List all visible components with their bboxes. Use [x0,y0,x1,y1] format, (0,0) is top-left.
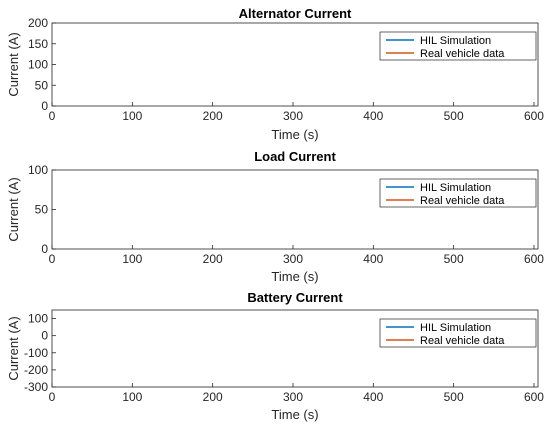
legend-label: Real vehicle data [420,195,505,207]
x-tick-label: 0 [49,390,56,404]
y-tick-label: -100 [24,346,48,360]
x-tick-label: 100 [122,252,142,266]
x-tick-label: 200 [203,109,223,123]
x-tick-label: 200 [203,390,223,404]
y-tick-label: -300 [24,380,48,394]
y-axis-label: Current (A) [6,316,21,380]
x-tick-label: 0 [49,109,56,123]
chart-title: Load Current [254,149,336,164]
alternator-current-panel: 0 100 200 300 400 500 600 0 50 100 150 200 Alternato… [6,6,544,142]
y-axis-label: Current (A) [6,177,21,241]
x-tick-label: 0 [49,252,56,266]
x-axis-label: Time (s) [271,127,318,142]
x-axis-label: Time (s) [271,269,318,284]
legend-label: Real vehicle data [420,335,505,347]
y-axis-label: Current (A) [6,32,21,96]
legend-box [379,31,537,61]
battery-current-panel: 0 100 200 300 400 500 600 -300 -200 -100 0 100 Batte… [6,290,544,422]
load-current-panel: 0 100 200 300 400 500 600 0 50 100 Load Current Tim… [6,149,544,284]
x-tick-label: 600 [524,109,544,123]
legend-label: HIL Simulation [420,35,491,47]
y-tick-label: 100 [28,163,48,177]
x-tick-label: 500 [444,252,464,266]
y-tick-label: 100 [28,312,48,326]
x-tick-label: 100 [122,390,142,404]
y-tick-label: 50 [35,78,49,92]
x-tick-label: 500 [444,109,464,123]
x-tick-label: 400 [363,252,383,266]
y-tick-label: 100 [28,58,48,72]
x-tick-label: 300 [283,109,303,123]
x-tick-label: 100 [122,109,142,123]
y-tick-label: 150 [28,37,48,51]
legend-label: HIL Simulation [420,322,491,334]
y-tick-label: 0 [41,242,48,256]
y-tick-label: 0 [41,329,48,343]
x-tick-label: 600 [524,252,544,266]
x-axis-label: Time (s) [271,407,318,422]
chart-title: Battery Current [247,290,343,305]
x-tick-label: 400 [363,390,383,404]
x-tick-label: 300 [283,390,303,404]
y-tick-label: -200 [24,363,48,377]
chart-title: Alternator Current [239,6,352,21]
x-tick-label: 300 [283,252,303,266]
legend-box [379,178,537,208]
y-tick-label: 0 [41,99,48,113]
x-tick-label: 400 [363,109,383,123]
legend-label: Real vehicle data [420,48,505,60]
x-tick-label: 200 [203,252,223,266]
y-tick-label: 50 [35,203,49,217]
x-tick-label: 600 [524,390,544,404]
legend-label: HIL Simulation [420,182,491,194]
y-tick-label: 200 [28,16,48,30]
legend-box [379,318,537,348]
x-tick-label: 500 [444,390,464,404]
